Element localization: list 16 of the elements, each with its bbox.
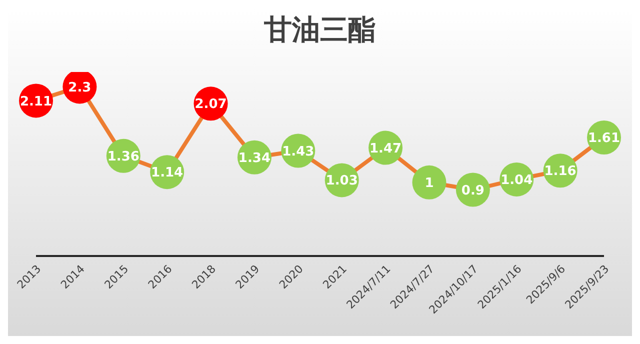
chart-title: 甘油三酯 (263, 12, 377, 48)
data-label: 2.11 (20, 94, 52, 110)
data-label: 1.16 (544, 164, 576, 180)
data-label: 1.61 (588, 131, 620, 146)
data-label: 2.3 (68, 80, 92, 96)
data-label: 1.34 (238, 150, 270, 166)
data-label: 1 (424, 176, 434, 191)
data-label: 1.14 (151, 166, 184, 181)
data-label: 1.43 (282, 144, 314, 160)
data-label: 1.03 (326, 174, 358, 189)
data-label: 1.36 (107, 149, 140, 164)
data-label: 2.07 (194, 97, 227, 112)
data-label: 1.04 (500, 173, 533, 188)
data-label: 1.47 (370, 141, 402, 156)
data-label: 0.9 (461, 183, 484, 198)
point (412, 165, 446, 200)
